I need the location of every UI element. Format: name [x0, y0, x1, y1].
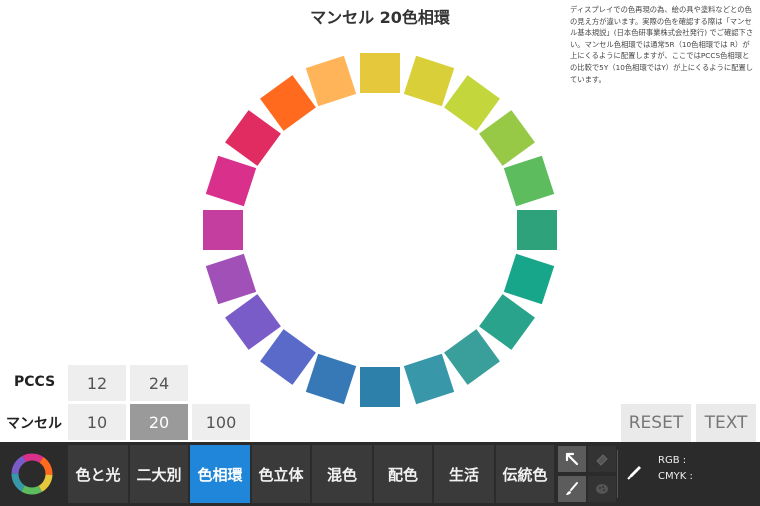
pccs-24-button[interactable]: 24	[130, 365, 188, 401]
hue-swatch[interactable]	[360, 53, 400, 93]
pccs-12-button[interactable]: 12	[68, 365, 126, 401]
description-text: ディスプレイでの色再現の為、絵の具や塗料などとの色の見え方が違います。実際の色を…	[570, 4, 754, 85]
tab-color-mixing[interactable]: 混色	[312, 445, 372, 503]
munsell-10-button[interactable]: 10	[68, 404, 126, 440]
eraser-icon	[596, 454, 608, 466]
reset-button[interactable]: RESET	[621, 404, 691, 442]
munsell-20-button[interactable]: 20	[130, 404, 188, 440]
bottom-toolbar: 色と光 二大別 色相環 色立体 混色 配色 生活 伝統色 RGB : CMYK	[0, 442, 760, 506]
hue-swatch[interactable]	[504, 253, 555, 304]
color-wheel-logo-icon[interactable]	[8, 450, 56, 498]
palette-button[interactable]	[588, 476, 616, 502]
tab-traditional-colors[interactable]: 伝統色	[496, 445, 554, 503]
hue-swatch[interactable]	[225, 294, 281, 351]
toolbar-divider	[617, 450, 618, 498]
hue-swatch[interactable]	[360, 367, 400, 407]
hue-swatch[interactable]	[306, 354, 357, 405]
hue-swatch[interactable]	[259, 329, 316, 385]
tab-daily-life[interactable]: 生活	[434, 445, 494, 503]
select-arrow-button[interactable]	[558, 446, 586, 472]
hue-swatch[interactable]	[479, 109, 535, 166]
palette-icon	[596, 484, 608, 494]
munsell-label: マンセル	[6, 416, 62, 432]
hue-swatch[interactable]	[504, 156, 555, 207]
hue-swatch[interactable]	[517, 210, 557, 250]
brush-button[interactable]	[558, 476, 586, 502]
hue-swatch[interactable]	[205, 156, 256, 207]
hue-swatch[interactable]	[444, 75, 501, 131]
eyedropper-icon	[627, 466, 641, 480]
cmyk-readout: CMYK :	[658, 471, 693, 482]
hue-swatch[interactable]	[403, 354, 454, 405]
rgb-readout: RGB :	[658, 455, 687, 466]
eraser-button[interactable]	[588, 446, 616, 472]
description-paragraph: ディスプレイでの色再現の為、絵の具や塗料などとの色の見え方が違います。実際の色を…	[570, 5, 754, 84]
hue-swatch[interactable]	[479, 294, 535, 351]
munsell-100-button[interactable]: 100	[192, 404, 250, 440]
tab-hue-wheel[interactable]: 色相環	[190, 445, 250, 503]
hue-swatch[interactable]	[203, 210, 243, 250]
page-title: マンセル 20色相環	[310, 8, 450, 27]
hue-swatch[interactable]	[306, 55, 357, 106]
hue-swatch[interactable]	[259, 75, 316, 131]
tab-two-categories[interactable]: 二大別	[130, 445, 188, 503]
text-button[interactable]: TEXT	[696, 404, 756, 442]
hue-swatch[interactable]	[205, 253, 256, 304]
pccs-label: PCCS	[14, 374, 56, 390]
tab-color-solid[interactable]: 色立体	[252, 445, 310, 503]
hue-swatch[interactable]	[403, 55, 454, 106]
hue-swatch[interactable]	[225, 109, 281, 166]
arrow-icon	[565, 452, 579, 466]
eyedropper-button[interactable]	[624, 463, 644, 483]
tab-color-scheme[interactable]: 配色	[374, 445, 432, 503]
brush-icon	[566, 482, 578, 495]
hue-swatch[interactable]	[444, 329, 501, 385]
tab-color-and-light[interactable]: 色と光	[68, 445, 128, 503]
